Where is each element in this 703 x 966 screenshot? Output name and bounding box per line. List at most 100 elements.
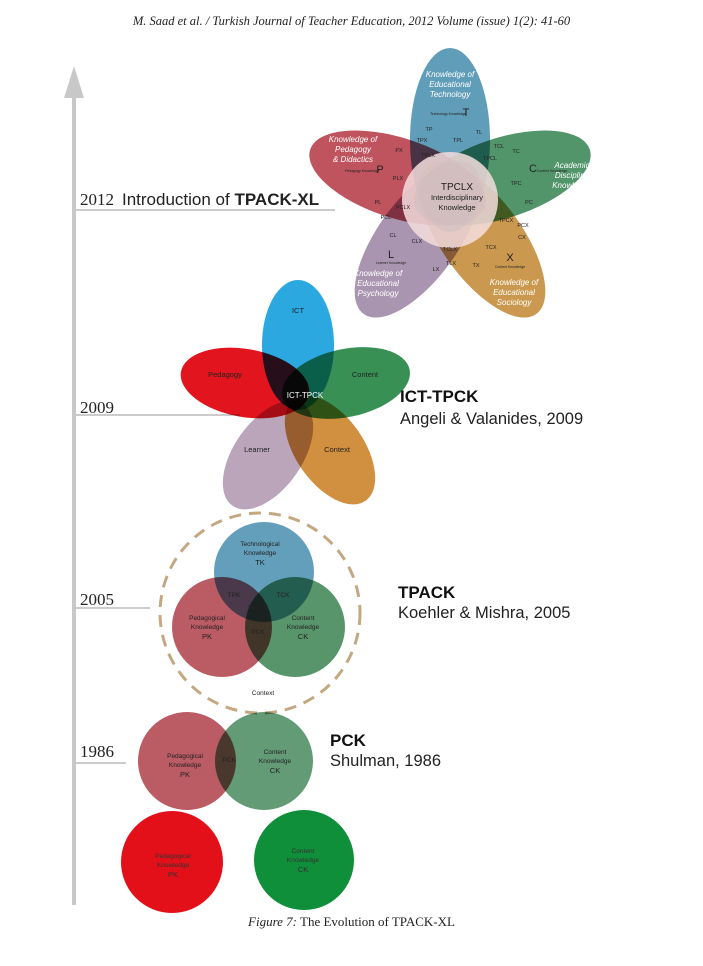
svg-text:TK: TK [255, 558, 265, 567]
svg-text:PLX: PLX [393, 176, 404, 182]
svg-text:Technology Knowledge: Technology Knowledge [430, 112, 466, 116]
svg-text:Educational: Educational [429, 80, 471, 89]
svg-text:TL: TL [476, 130, 482, 136]
svg-text:Content: Content [352, 370, 379, 379]
svg-text:2005: 2005 [80, 590, 114, 609]
svg-text:P: P [376, 164, 383, 176]
figure-caption: Figure 7: The Evolution of TPACK-XL [248, 914, 455, 929]
svg-text:TP: TP [425, 127, 432, 133]
ict-tpck-diagram: ICT Pedagogy Content Learner Context ICT… [180, 280, 410, 510]
svg-text:TC: TC [512, 149, 519, 155]
svg-text:C: C [529, 163, 537, 175]
svg-text:Knowledge: Knowledge [287, 624, 320, 631]
svg-text:CK: CK [298, 632, 308, 641]
svg-text:TPC: TPC [511, 181, 522, 187]
svg-text:CLX: CLX [412, 239, 423, 245]
svg-text:TX: TX [472, 263, 479, 269]
svg-text:Technological: Technological [240, 541, 280, 548]
svg-text:ICT-TPCK: ICT-TPCK [287, 391, 324, 400]
svg-text:Knowledge: Knowledge [191, 624, 224, 631]
svg-text:Sociology: Sociology [497, 298, 533, 307]
svg-text:1986: 1986 [80, 742, 114, 761]
svg-text:Knowledge of: Knowledge of [426, 70, 475, 79]
svg-text:Koehler & Mishra, 2005: Koehler & Mishra, 2005 [398, 604, 570, 622]
svg-text:Pedagogy: Pedagogy [208, 370, 242, 379]
svg-text:Pedagogy: Pedagogy [335, 145, 372, 154]
svg-text:& Didactics: & Didactics [333, 155, 373, 164]
svg-text:Pedagogy Knowledge: Pedagogy Knowledge [345, 169, 379, 173]
svg-text:Interdisciplinary: Interdisciplinary [431, 193, 483, 202]
svg-text:PK: PK [202, 632, 212, 641]
svg-text:Academic: Academic [553, 161, 589, 170]
svg-text:TPLX: TPLX [421, 153, 435, 159]
svg-text:Angeli & Valanides, 2009: Angeli & Valanides, 2009 [400, 410, 583, 428]
svg-text:Psychology: Psychology [358, 289, 400, 298]
milestone-2012: 2012 Introduction of TPACK-XL [76, 190, 335, 211]
milestone-2009: 2009 ICT-TPCK Angeli & Valanides, 2009 [76, 387, 583, 428]
svg-text:Knowledge of: Knowledge of [329, 135, 378, 144]
svg-text:CK: CK [298, 865, 308, 874]
svg-text:Content: Content [264, 749, 287, 756]
svg-text:Knowledge: Knowledge [438, 203, 475, 212]
svg-text:LX: LX [433, 267, 440, 273]
milestone-1986: 1986 PCK Shulman, 1986 [76, 731, 441, 770]
svg-text:Knowledge: Knowledge [157, 862, 190, 869]
svg-text:Pedagogical: Pedagogical [155, 853, 191, 860]
svg-text:Knowledge: Knowledge [287, 857, 320, 864]
svg-text:TPL: TPL [453, 138, 463, 144]
svg-text:Pedagogical: Pedagogical [189, 615, 225, 622]
svg-text:TLX: TLX [446, 261, 456, 267]
svg-text:CL: CL [389, 233, 396, 239]
svg-text:Technology: Technology [430, 90, 472, 99]
svg-text:Knowledge: Knowledge [259, 758, 292, 765]
svg-text:Knowledge: Knowledge [552, 181, 592, 190]
svg-text:TPCLX: TPCLX [441, 182, 474, 193]
running-header: M. Saad et al. / Turkish Journal of Teac… [132, 14, 571, 28]
svg-text:TCL: TCL [494, 144, 504, 150]
svg-text:PCK: PCK [222, 757, 236, 764]
timeline-arrow [64, 66, 84, 905]
svg-text:PK: PK [180, 770, 190, 779]
svg-text:PC: PC [525, 200, 533, 206]
svg-text:PCLX: PCLX [396, 205, 411, 211]
svg-text:TPK: TPK [228, 592, 241, 599]
svg-text:ICT-TPCK: ICT-TPCK [400, 387, 479, 406]
svg-text:PCX: PCX [517, 223, 529, 229]
svg-text:TPX: TPX [417, 138, 428, 144]
svg-text:Content: Content [292, 615, 315, 622]
svg-text:Discipline: Discipline [555, 171, 590, 180]
svg-text:PCK: PCK [330, 731, 367, 750]
svg-text:TPCL: TPCL [483, 156, 497, 162]
svg-text:PL: PL [375, 200, 382, 206]
svg-text:Content Knowledge: Content Knowledge [537, 169, 568, 173]
svg-text:Knowledge of: Knowledge of [354, 269, 403, 278]
svg-text:PX: PX [395, 148, 403, 154]
svg-text:ICT: ICT [292, 306, 305, 315]
svg-text:Context Knowledge: Context Knowledge [495, 265, 525, 269]
svg-text:Context: Context [252, 690, 275, 697]
svg-text:Pedagogical: Pedagogical [167, 753, 203, 760]
svg-text:Educational: Educational [357, 279, 399, 288]
svg-text:Content: Content [292, 848, 315, 855]
svg-text:CK: CK [270, 766, 280, 775]
svg-text:PK: PK [168, 870, 178, 879]
svg-text:TPACK: TPACK [398, 583, 456, 602]
svg-text:X: X [506, 252, 514, 264]
svg-text:Learner Knowledge: Learner Knowledge [376, 261, 406, 265]
svg-text:CX: CX [518, 235, 526, 241]
svg-text:TCK: TCK [277, 592, 291, 599]
svg-text:TPCX: TPCX [499, 218, 514, 224]
milestone-2005: 2005 TPACK Koehler & Mishra, 2005 [76, 583, 570, 622]
svg-text:TCX: TCX [486, 245, 497, 251]
svg-text:TPACK: TPACK [247, 605, 269, 612]
svg-text:Knowledge: Knowledge [169, 762, 202, 769]
overlap-region-labels: TP TL TPX TPL TCL TC PX TPLX TPCL PLX TP… [375, 127, 533, 273]
svg-text:Knowledge: Knowledge [244, 550, 277, 557]
svg-text:Educational: Educational [493, 288, 535, 297]
svg-text:Context: Context [324, 445, 351, 454]
